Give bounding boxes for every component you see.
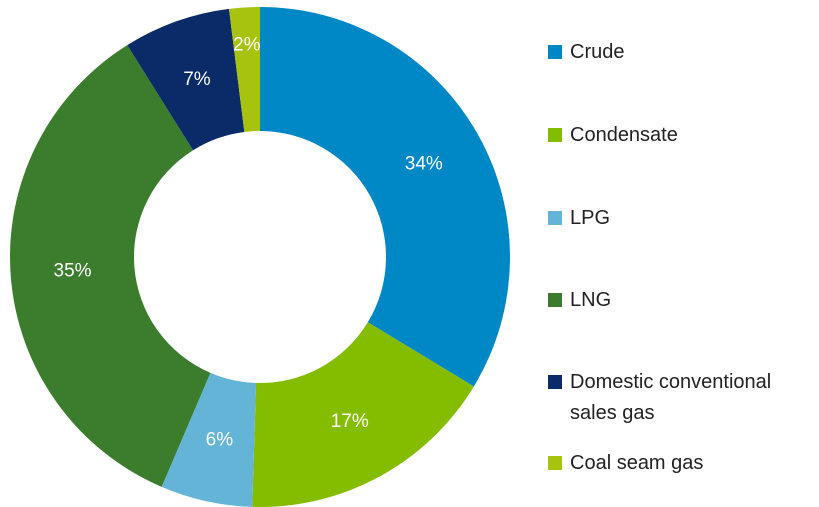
donut-slice [127,8,245,151]
legend-item: Crude [548,37,810,68]
legend-item: LPG [548,203,810,234]
legend-label: Coal seam gas [570,452,704,474]
legend-item: Coal seam gas [548,448,810,479]
slice-label: 2% [233,34,261,55]
legend-swatch [548,456,562,470]
legend-label: Domestic conventional sales gas [570,371,772,424]
legend-item: Domestic conventional sales gas [548,367,810,429]
donut-slice [10,45,211,487]
slice-label: 34% [405,154,443,175]
slice-label: 17% [331,411,369,432]
legend-item: LNG [548,285,810,316]
donut-slice [228,7,260,132]
legend-swatch [548,45,562,59]
slice-label: 7% [183,69,211,90]
legend-label: Condensate [570,124,678,146]
donut-slice [260,7,511,387]
legend-swatch [548,211,562,225]
legend-swatch [548,375,562,389]
slice-label: 35% [54,261,92,282]
donut: 34% 17% 6% 35% 7% 2% [10,7,511,507]
legend-label: LNG [570,289,612,311]
slice-label: 6% [206,430,234,451]
legend-item: Condensate [548,120,810,151]
donut-slice [161,372,257,507]
legend-swatch [548,128,562,142]
legend-swatch [548,293,562,307]
legend-label: LPG [570,207,611,229]
donut-slice [252,322,474,507]
legend-label: Crude [570,41,625,63]
